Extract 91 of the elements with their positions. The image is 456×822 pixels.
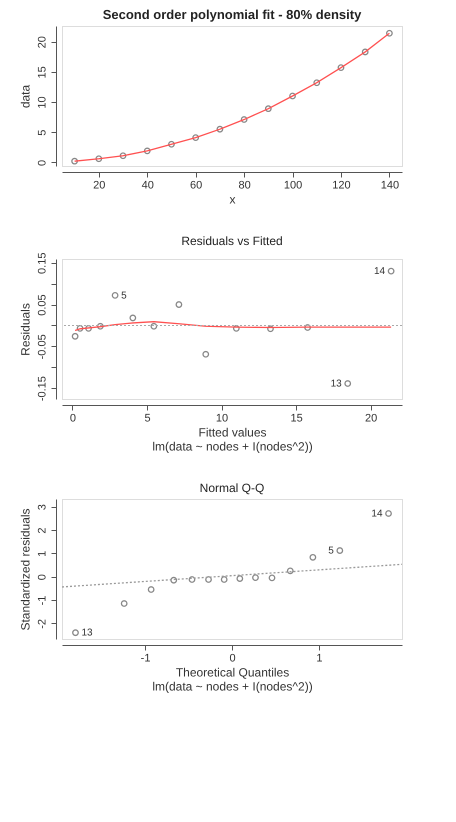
x-axis-title: Fitted values xyxy=(198,426,267,440)
annotation: 13 xyxy=(81,628,94,639)
x-tick-label: 10 xyxy=(216,412,228,424)
point xyxy=(144,148,151,154)
point xyxy=(286,567,294,574)
text: lm(data ~ nodes + I(nodes^2)) xyxy=(152,440,313,454)
y-tick-label: 2 xyxy=(36,527,48,534)
y-tick-label: 1 xyxy=(36,550,48,557)
point xyxy=(168,140,175,148)
text: lm(data ~ nodes + I(nodes^2)) xyxy=(152,680,313,694)
point xyxy=(120,152,126,160)
annotation: 5 xyxy=(121,290,128,302)
point xyxy=(112,292,118,299)
point xyxy=(71,158,78,165)
point xyxy=(72,332,79,340)
point xyxy=(129,314,136,322)
y-tick-label: -1 xyxy=(36,596,48,606)
x-tick-label: 120 xyxy=(332,180,351,192)
point xyxy=(76,324,84,332)
y-tick-label: -2 xyxy=(36,618,48,629)
point xyxy=(304,324,311,331)
point xyxy=(338,64,344,72)
x-tick-label: 60 xyxy=(190,180,202,192)
line-series xyxy=(74,32,390,162)
point xyxy=(85,324,92,332)
x-tick-label: 140 xyxy=(380,180,400,192)
point xyxy=(385,510,392,517)
y-axis-title: Residuals xyxy=(18,303,32,356)
point xyxy=(264,105,272,112)
y-tick-label: -0.05 xyxy=(36,334,48,360)
chart-title: Residuals vs Fitted xyxy=(181,234,283,248)
point xyxy=(150,322,158,330)
point xyxy=(236,575,244,582)
point xyxy=(192,134,200,142)
annotation: 14 xyxy=(374,266,386,278)
x-axis-title: x xyxy=(230,192,236,206)
y-tick-label: 15 xyxy=(36,66,48,78)
y-tick-label: 0 xyxy=(36,574,48,580)
point xyxy=(95,155,102,162)
point xyxy=(72,629,79,636)
point xyxy=(216,126,224,133)
point xyxy=(362,48,369,56)
y-axis-title: Standardized residuals xyxy=(18,508,32,631)
annotation: 14 xyxy=(371,508,383,520)
point xyxy=(252,574,259,582)
annotation: 5 xyxy=(328,546,334,557)
point xyxy=(267,325,274,332)
x-tick-label: 1 xyxy=(316,652,323,664)
y-tick-label: -0.15 xyxy=(36,376,48,402)
point xyxy=(188,576,196,583)
x-tick-label: 0 xyxy=(229,652,236,664)
point xyxy=(202,350,210,358)
annotation: 13 xyxy=(330,378,342,390)
point xyxy=(120,600,128,607)
point xyxy=(232,324,240,332)
x-tick-label: 20 xyxy=(93,180,106,192)
x-axis-title: Theoretical Quantiles xyxy=(176,666,290,680)
y-tick-label: 20 xyxy=(36,36,48,48)
point xyxy=(220,576,228,583)
point xyxy=(240,116,248,123)
point xyxy=(148,586,155,593)
x-tick-label: 15 xyxy=(290,412,303,424)
point xyxy=(268,574,276,582)
x-tick-label: -1 xyxy=(140,652,150,664)
y-tick-label: 5 xyxy=(36,130,48,136)
chart-title: Normal Q-Q xyxy=(200,481,264,495)
x-tick-label: 100 xyxy=(284,180,302,192)
x-tick-label: 80 xyxy=(238,180,251,192)
y-tick-label: 0.15 xyxy=(36,252,48,274)
point xyxy=(336,547,344,554)
point xyxy=(309,554,316,561)
y-tick-label: 10 xyxy=(36,96,48,109)
x-tick-label: 20 xyxy=(365,412,378,424)
point xyxy=(96,322,104,330)
point xyxy=(386,30,393,37)
y-tick-label: 0.05 xyxy=(36,294,48,316)
line-series xyxy=(74,321,392,332)
point xyxy=(313,79,320,86)
x-tick-label: 5 xyxy=(144,412,151,424)
x-tick-label: 0 xyxy=(70,412,76,424)
point xyxy=(388,268,395,275)
y-tick-label: 0 xyxy=(36,160,48,166)
point xyxy=(344,380,352,387)
chart-title: Second order polynomial fit - 80% density xyxy=(102,7,362,22)
x-tick-label: 40 xyxy=(142,180,154,192)
point xyxy=(176,301,182,308)
point xyxy=(205,576,212,583)
y-axis-title: data xyxy=(18,84,32,108)
y-tick-label: 3 xyxy=(36,504,48,510)
point xyxy=(170,576,178,584)
point xyxy=(289,92,296,100)
